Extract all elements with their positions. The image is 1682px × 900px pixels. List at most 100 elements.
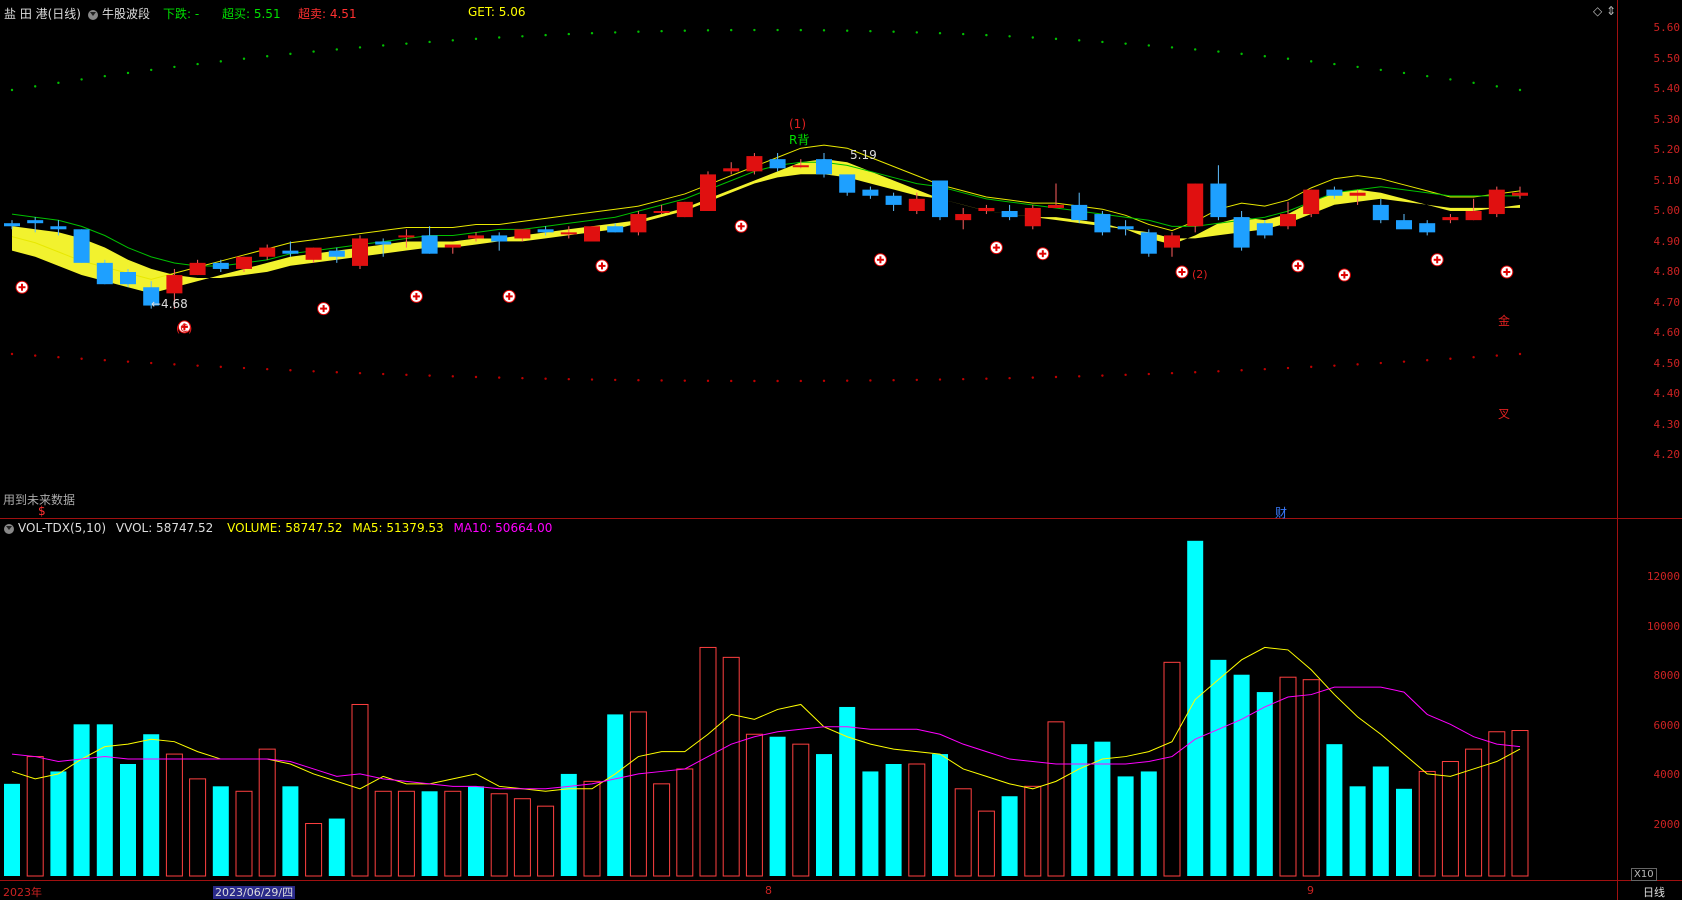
price-tick-label: 5.10 — [1653, 173, 1681, 187]
candle-body — [839, 174, 856, 193]
candle-body — [491, 235, 508, 242]
volume-ma5-line — [11, 646, 1521, 792]
overbuy-dot — [1240, 52, 1243, 56]
candle-body — [212, 262, 229, 269]
oversell-dot — [892, 379, 895, 382]
vol-dropdown-icon[interactable] — [4, 523, 14, 534]
volume-bar — [1047, 721, 1065, 877]
candle-body — [143, 287, 160, 306]
oversell-dot — [938, 378, 942, 381]
oversell-dot — [358, 371, 362, 375]
candle-body — [1187, 183, 1204, 227]
oversell-dot — [451, 375, 454, 378]
volume-bar — [954, 788, 972, 877]
oversell-dot — [544, 377, 547, 380]
oversell-dot — [405, 373, 408, 377]
volume-bar — [607, 714, 624, 876]
volume-bar — [932, 754, 948, 876]
oversell-dot — [915, 378, 918, 382]
overbuy-dot — [869, 29, 872, 33]
dropdown-icon[interactable] — [88, 9, 98, 20]
volume-bar — [305, 823, 323, 877]
overbuy-dot — [498, 36, 501, 39]
volume-bar — [1372, 766, 1389, 876]
volume-bar — [1302, 679, 1320, 877]
overbuy-dot — [358, 46, 362, 49]
volume-bar — [1117, 776, 1134, 876]
vol-header[interactable]: VOL-TDX(5,10) VVOL: 58747.52 VOLUME: 587… — [4, 521, 552, 535]
overbuy-dot — [1054, 37, 1058, 41]
volume-bar — [1210, 659, 1227, 876]
volume-tick-label: 6000 — [1653, 718, 1681, 732]
volume-bar — [1256, 692, 1273, 876]
oversell-dot — [1402, 360, 1406, 363]
overbuy-dot — [1472, 81, 1475, 85]
cursor-date: 2023/06/29/四 — [213, 884, 296, 900]
overbuy-dot — [1263, 55, 1267, 58]
overbuy-dot — [34, 85, 37, 88]
candle-body — [398, 235, 415, 238]
oversell-dot — [312, 370, 315, 373]
volume-bar — [722, 656, 740, 877]
indicator-header[interactable]: 牛股波段 — [88, 5, 150, 22]
period-label[interactable]: 日线 — [1643, 886, 1665, 899]
candle-body — [282, 250, 299, 254]
overbuy-dot — [730, 28, 733, 32]
volume-bar — [1071, 744, 1088, 876]
oversell-dot — [614, 378, 617, 382]
oversell-dot — [776, 379, 779, 383]
candle-body — [1326, 189, 1343, 196]
volume-bar — [26, 756, 44, 877]
candle-body — [1210, 183, 1227, 218]
oversell-dot — [985, 377, 988, 380]
scroll-up-icon[interactable]: ⇕ — [1606, 4, 1617, 18]
oversell-dot — [126, 360, 130, 363]
oversell-dot — [335, 371, 338, 374]
volume-tick-label: 8000 — [1653, 669, 1681, 683]
oversell-dot — [706, 379, 710, 383]
stock-title[interactable]: 盐 田 港(日线) — [4, 7, 81, 21]
overbuy-dot — [1147, 44, 1151, 47]
volume-bar — [468, 786, 484, 876]
overbuy-dot — [428, 40, 431, 44]
price-tick-label: 5.50 — [1653, 51, 1681, 65]
overbuy-dot — [10, 88, 14, 92]
wave-2-label: (2) — [1192, 268, 1208, 281]
overbuy-dot — [1449, 78, 1452, 81]
overbuy-dot — [289, 52, 292, 56]
scale-label[interactable]: X10 — [1631, 868, 1657, 881]
overbuy-dot — [660, 29, 663, 33]
oversell-dot — [1101, 374, 1104, 377]
oversell-dot — [1217, 370, 1220, 373]
oversell-dot — [730, 379, 733, 383]
overbuy-dot — [1356, 65, 1359, 69]
overbuy-dot — [962, 32, 965, 36]
volume-bar — [653, 783, 671, 877]
candle-body — [1117, 226, 1134, 230]
volume-bar — [1441, 761, 1459, 877]
overbuy-dot — [938, 31, 942, 35]
oversell-dot — [150, 361, 153, 365]
volume-bar — [816, 754, 832, 876]
month-sep: 9 — [1307, 884, 1314, 897]
volume-bar — [1279, 676, 1297, 877]
oversell-dot — [637, 379, 640, 382]
diamond-icon[interactable]: ◇ — [1593, 4, 1603, 18]
oversell-dot — [1310, 365, 1313, 369]
candle-body — [1372, 204, 1389, 221]
overbuy-dot — [196, 62, 199, 66]
oversell-dot — [1286, 366, 1290, 370]
volume-bar — [1140, 771, 1157, 876]
volume-bar — [374, 790, 392, 877]
overbuy-dot — [753, 28, 756, 32]
candle-body — [537, 229, 554, 233]
overbuy-dot — [1217, 50, 1220, 53]
oversell-dot — [1008, 376, 1011, 380]
candle-body — [1419, 223, 1436, 233]
overbuy-dot — [1124, 42, 1127, 45]
high-price-label: 5.19 — [850, 148, 877, 162]
candle-body — [607, 226, 624, 233]
volume-bar — [421, 791, 438, 876]
overbuy-dot — [1101, 40, 1104, 44]
